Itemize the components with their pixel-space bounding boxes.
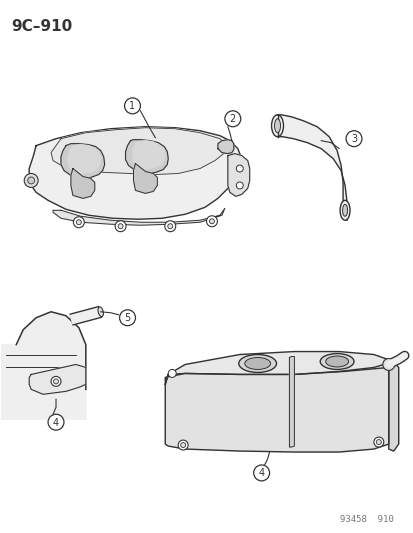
Ellipse shape (274, 119, 280, 133)
Text: 1: 1 (129, 101, 135, 111)
Polygon shape (61, 144, 104, 179)
Ellipse shape (339, 200, 349, 220)
Circle shape (236, 165, 243, 172)
Text: 2: 2 (229, 114, 235, 124)
Ellipse shape (238, 354, 276, 373)
Polygon shape (165, 361, 393, 452)
Circle shape (209, 219, 214, 224)
Ellipse shape (320, 353, 353, 369)
Circle shape (28, 177, 35, 184)
Ellipse shape (342, 204, 347, 216)
Circle shape (224, 111, 240, 127)
Circle shape (382, 359, 394, 370)
Ellipse shape (244, 358, 270, 369)
Circle shape (115, 221, 126, 232)
Ellipse shape (325, 356, 348, 367)
Text: 3: 3 (350, 134, 356, 144)
Polygon shape (29, 127, 241, 219)
Circle shape (345, 131, 361, 147)
Circle shape (118, 224, 123, 229)
Circle shape (253, 465, 269, 481)
Ellipse shape (98, 307, 103, 317)
Polygon shape (1, 312, 85, 419)
Text: 5: 5 (124, 313, 131, 323)
Polygon shape (71, 168, 95, 198)
Circle shape (164, 221, 175, 232)
Polygon shape (289, 357, 294, 447)
Circle shape (236, 182, 243, 189)
Polygon shape (227, 154, 249, 196)
Polygon shape (217, 140, 233, 154)
Circle shape (73, 217, 84, 228)
Circle shape (178, 440, 188, 450)
Text: 9C–910: 9C–910 (11, 19, 72, 34)
Polygon shape (51, 128, 227, 174)
Circle shape (51, 376, 61, 386)
Ellipse shape (271, 115, 283, 136)
Polygon shape (165, 352, 393, 384)
Circle shape (76, 220, 81, 225)
Polygon shape (125, 140, 168, 173)
Polygon shape (68, 144, 100, 173)
Text: 4: 4 (53, 418, 59, 427)
Polygon shape (277, 115, 346, 220)
Circle shape (48, 414, 64, 430)
Circle shape (53, 379, 58, 384)
Circle shape (168, 369, 176, 377)
Circle shape (375, 440, 380, 445)
Circle shape (124, 98, 140, 114)
Circle shape (167, 224, 172, 229)
Circle shape (206, 216, 217, 227)
Polygon shape (132, 141, 165, 168)
Polygon shape (29, 365, 85, 394)
Text: 93458  910: 93458 910 (339, 515, 393, 523)
Polygon shape (133, 164, 157, 193)
Text: 4: 4 (258, 469, 264, 479)
Circle shape (24, 173, 38, 188)
Polygon shape (388, 361, 398, 451)
Circle shape (373, 437, 383, 447)
Circle shape (180, 442, 185, 448)
Polygon shape (53, 208, 224, 225)
Circle shape (119, 310, 135, 326)
